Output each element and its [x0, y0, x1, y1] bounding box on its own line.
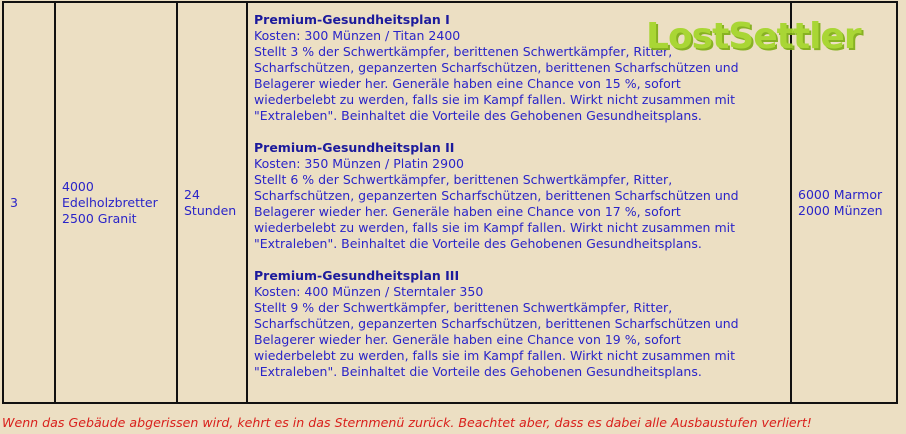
- plan-line: "Extraleben". Beinhaltet die Vorteile de…: [254, 364, 702, 379]
- duration-cell: 24 Stunden: [176, 1, 248, 404]
- plan-line: "Extraleben". Beinhaltet die Vorteile de…: [254, 236, 702, 251]
- plan-title: Premium-Gesundheitsplan III: [254, 268, 460, 283]
- cost-line: 4000: [62, 178, 94, 194]
- plan-line: Belagerer wieder her. Generäle haben ein…: [254, 76, 681, 91]
- plan-block: Premium-Gesundheitsplan III Kosten: 400 …: [254, 268, 784, 380]
- demolish-cell: 6000 Marmor 2000 Münzen: [790, 1, 898, 404]
- plan-title: Premium-Gesundheitsplan I: [254, 12, 450, 27]
- watermark-logo: LostSettler: [646, 16, 862, 57]
- plan-line: Scharfschützen, gepanzerten Scharfschütz…: [254, 60, 739, 75]
- level-value: 3: [10, 194, 18, 210]
- plan-line: Scharfschützen, gepanzerten Scharfschütz…: [254, 188, 739, 203]
- plan-line: Belagerer wieder her. Generäle haben ein…: [254, 332, 681, 347]
- plan-line: Kosten: 300 Münzen / Titan 2400: [254, 28, 461, 43]
- footer-note: Wenn das Gebäude abgerissen wird, kehrt …: [2, 415, 812, 430]
- duration-line: Stunden: [184, 202, 237, 218]
- plan-line: Belagerer wieder her. Generäle haben ein…: [254, 204, 681, 219]
- plan-title: Premium-Gesundheitsplan II: [254, 140, 455, 155]
- duration-line: 24: [184, 186, 200, 202]
- description-cell: Premium-Gesundheitsplan I Kosten: 300 Mü…: [246, 1, 792, 404]
- plan-line: Scharfschützen, gepanzerten Scharfschütz…: [254, 316, 739, 331]
- plan-line: "Extraleben". Beinhaltet die Vorteile de…: [254, 108, 702, 123]
- demolish-line: 6000 Marmor: [798, 186, 883, 202]
- plan-line: wiederbelebt zu werden, falls sie im Kam…: [254, 348, 736, 363]
- plan-block: Premium-Gesundheitsplan II Kosten: 350 M…: [254, 140, 784, 252]
- cost-line: 2500 Granit: [62, 210, 137, 226]
- demolish-line: 2000 Münzen: [798, 202, 883, 218]
- cost-cell: 4000 Edelholzbretter 2500 Granit: [54, 1, 178, 404]
- plan-line: Stellt 3 % der Schwertkämpfer, berittene…: [254, 44, 673, 59]
- plan-line: Kosten: 350 Münzen / Platin 2900: [254, 156, 464, 171]
- cost-line: Edelholzbretter: [62, 194, 158, 210]
- plan-line: wiederbelebt zu werden, falls sie im Kam…: [254, 220, 736, 235]
- plan-line: wiederbelebt zu werden, falls sie im Kam…: [254, 92, 736, 107]
- building-level-table: 3 4000 Edelholzbretter 2500 Granit 24 St…: [2, 1, 898, 404]
- plan-line: Stellt 6 % der Schwertkämpfer, berittene…: [254, 172, 673, 187]
- table-row: 3 4000 Edelholzbretter 2500 Granit 24 St…: [2, 1, 898, 404]
- level-cell: 3: [2, 1, 56, 404]
- plan-line: Stellt 9 % der Schwertkämpfer, berittene…: [254, 300, 673, 315]
- plan-block: Premium-Gesundheitsplan I Kosten: 300 Mü…: [254, 12, 784, 124]
- plan-line: Kosten: 400 Münzen / Sterntaler 350: [254, 284, 484, 299]
